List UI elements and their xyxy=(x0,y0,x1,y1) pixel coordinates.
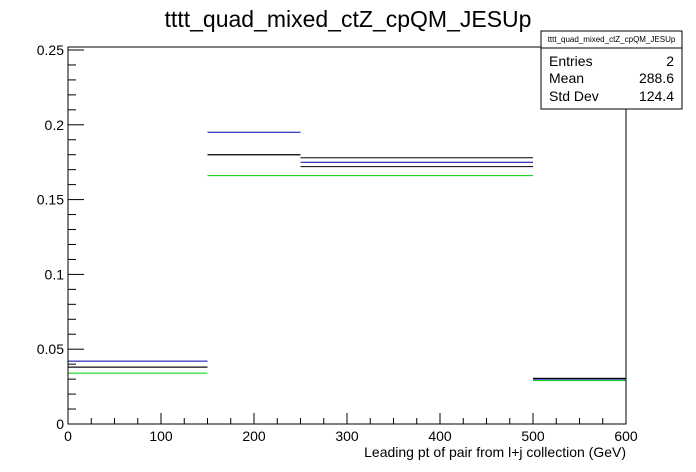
series-layer xyxy=(68,131,626,382)
stats-box: tttt_quad_mixed_ctZ_cpQM_JESUp Entries 2… xyxy=(540,30,683,110)
stats-stddev-value: 124.4 xyxy=(639,88,674,104)
stats-mean-label: Mean xyxy=(549,70,584,86)
stats-mean-value: 288.6 xyxy=(639,70,674,86)
y-tick-label: 0.1 xyxy=(45,266,65,282)
stats-entries-label: Entries xyxy=(549,53,593,69)
chart-title: tttt_quad_mixed_ctZ_cpQM_JESUp xyxy=(165,6,532,32)
x-axis: 0 100 200 300 400 500 600 xyxy=(64,413,638,444)
y-tick-label: 0.25 xyxy=(37,42,64,58)
x-tick-label: 200 xyxy=(242,428,266,444)
stats-box-frame xyxy=(540,30,683,110)
stats-stddev-label: Std Dev xyxy=(549,88,599,104)
x-tick-label: 500 xyxy=(521,428,545,444)
stats-box-name: tttt_quad_mixed_ctZ_cpQM_JESUp xyxy=(548,35,676,44)
x-tick-label: 600 xyxy=(614,428,638,444)
y-axis: 0 0.05 0.1 0.15 0.2 0.25 xyxy=(37,42,84,432)
x-tick-label: 300 xyxy=(335,428,359,444)
stats-entries-value: 2 xyxy=(666,53,674,69)
x-tick-label: 0 xyxy=(64,428,72,444)
y-tick-label: 0.15 xyxy=(37,192,64,208)
y-tick-label: 0.05 xyxy=(37,341,64,357)
x-axis-title: Leading pt of pair from l+j collection (… xyxy=(364,444,626,460)
y-tick-label: 0 xyxy=(56,416,64,432)
y-tick-label: 0.2 xyxy=(45,117,65,133)
x-tick-label: 400 xyxy=(428,428,452,444)
x-tick-label: 100 xyxy=(149,428,173,444)
